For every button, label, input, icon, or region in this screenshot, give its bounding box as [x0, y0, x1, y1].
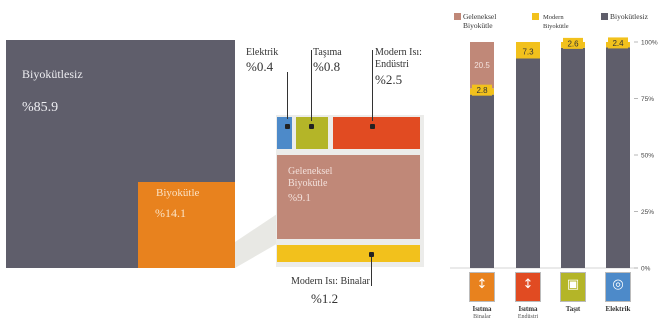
buildings-block	[277, 245, 420, 262]
y-tick-label: 25%	[641, 209, 654, 216]
category-icon-box: ↕	[469, 272, 495, 302]
data-label-box-modern	[608, 37, 628, 49]
bar-segment-traditional	[470, 42, 494, 89]
industry-dot	[370, 124, 375, 129]
electricity-leader	[287, 72, 288, 119]
electricity-label: Elektrik	[246, 47, 279, 58]
electricity-dot	[285, 124, 290, 129]
industry-block	[333, 117, 420, 149]
transport-dot	[309, 124, 314, 129]
category-area: ↕ Isıtma Binalar ↕ Isıtma Endüstri ▣ Taşıt ◎ Elek…	[440, 270, 660, 326]
bar-segment-nonbiomass	[606, 47, 630, 269]
data-label-modern: 2.6	[567, 39, 579, 48]
bar-segment-nonbiomass	[561, 47, 585, 268]
transport-block	[296, 117, 328, 149]
bar-segment-nonbiomass	[516, 58, 540, 268]
stacked-bar-chart: 0% 25% 50% 75% 100% 2.8 20.5 7.3 2.6 2.4	[450, 37, 658, 273]
legend-traditional-2: Biyokütle	[463, 21, 493, 30]
category-label: Taşıt	[565, 305, 581, 313]
buildings-leader	[371, 256, 372, 286]
category-sublabel: Binalar	[473, 314, 491, 320]
category-label: Isıtma	[472, 305, 492, 313]
transport-leader	[311, 50, 312, 121]
y-tick-label: 50%	[641, 153, 654, 160]
electricity-block	[277, 117, 292, 149]
car-icon: ▣	[566, 277, 580, 292]
category-sublabel: Endüstri	[517, 314, 539, 320]
category-icon-box: ↕	[515, 272, 541, 302]
transport-label: Taşıma	[313, 47, 342, 58]
traditional-label-1: Geleneksel	[288, 166, 333, 177]
category-icon-box: ▣	[560, 272, 586, 302]
y-tick-label: 100%	[641, 40, 658, 47]
biomass-block	[138, 182, 235, 268]
buildings-label: Modern Isı: Binalar	[291, 276, 370, 287]
data-label-modern: 2.4	[612, 39, 624, 48]
data-label-modern: 2.8	[476, 86, 488, 95]
data-label-modern: 7.3	[522, 48, 534, 57]
buildings-value: %1.2	[311, 291, 339, 306]
legend-swatch-nonbiomass	[601, 13, 608, 20]
legend-modern-2: Biyokütle	[543, 23, 569, 30]
bar-segment-nonbiomass	[470, 94, 494, 269]
category-icon-box: ◎	[605, 272, 631, 302]
industry-value: %2.5	[375, 72, 403, 87]
biomass-label: Biyokütle	[156, 187, 200, 199]
thermometer-icon: ↕	[476, 277, 488, 292]
data-label-box-modern	[518, 46, 538, 57]
y-tick-label: 0%	[641, 266, 651, 273]
thermometer-icon: ↕	[522, 277, 534, 292]
legend-nonbiomass: Biyokütlesiz	[610, 12, 648, 21]
legend-modern-1: Modern	[543, 14, 564, 21]
non-biomass-label: Biyokütlesiz	[22, 67, 83, 81]
legend-swatch-modern	[532, 13, 539, 20]
power-icon: ◎	[612, 277, 624, 292]
electricity-value: %0.4	[246, 59, 274, 74]
transport-value: %0.8	[313, 59, 341, 74]
traditional-label-2: Biyokütle	[288, 178, 328, 189]
biomass-value: %14.1	[155, 206, 186, 220]
traditional-block	[277, 155, 420, 239]
industry-label-2: Endüstri	[375, 59, 409, 70]
category-label: Isıtma	[518, 305, 538, 313]
legend-traditional-1: Geleneksel	[463, 12, 497, 21]
legend-swatch-traditional	[454, 13, 461, 20]
data-label-box-modern	[472, 84, 492, 96]
category-label: Elektrik	[605, 305, 631, 313]
industry-leader	[372, 50, 373, 121]
traditional-value: %9.1	[288, 192, 311, 204]
data-label-traditional: 20.5	[474, 61, 490, 70]
buildings-dot	[369, 252, 374, 257]
industry-label-1: Modern Isı:	[375, 47, 422, 58]
y-tick-label: 75%	[641, 96, 654, 103]
non-biomass-value: %85.9	[22, 100, 59, 115]
connector-wedge	[235, 212, 280, 268]
data-label-box-modern	[563, 37, 583, 49]
